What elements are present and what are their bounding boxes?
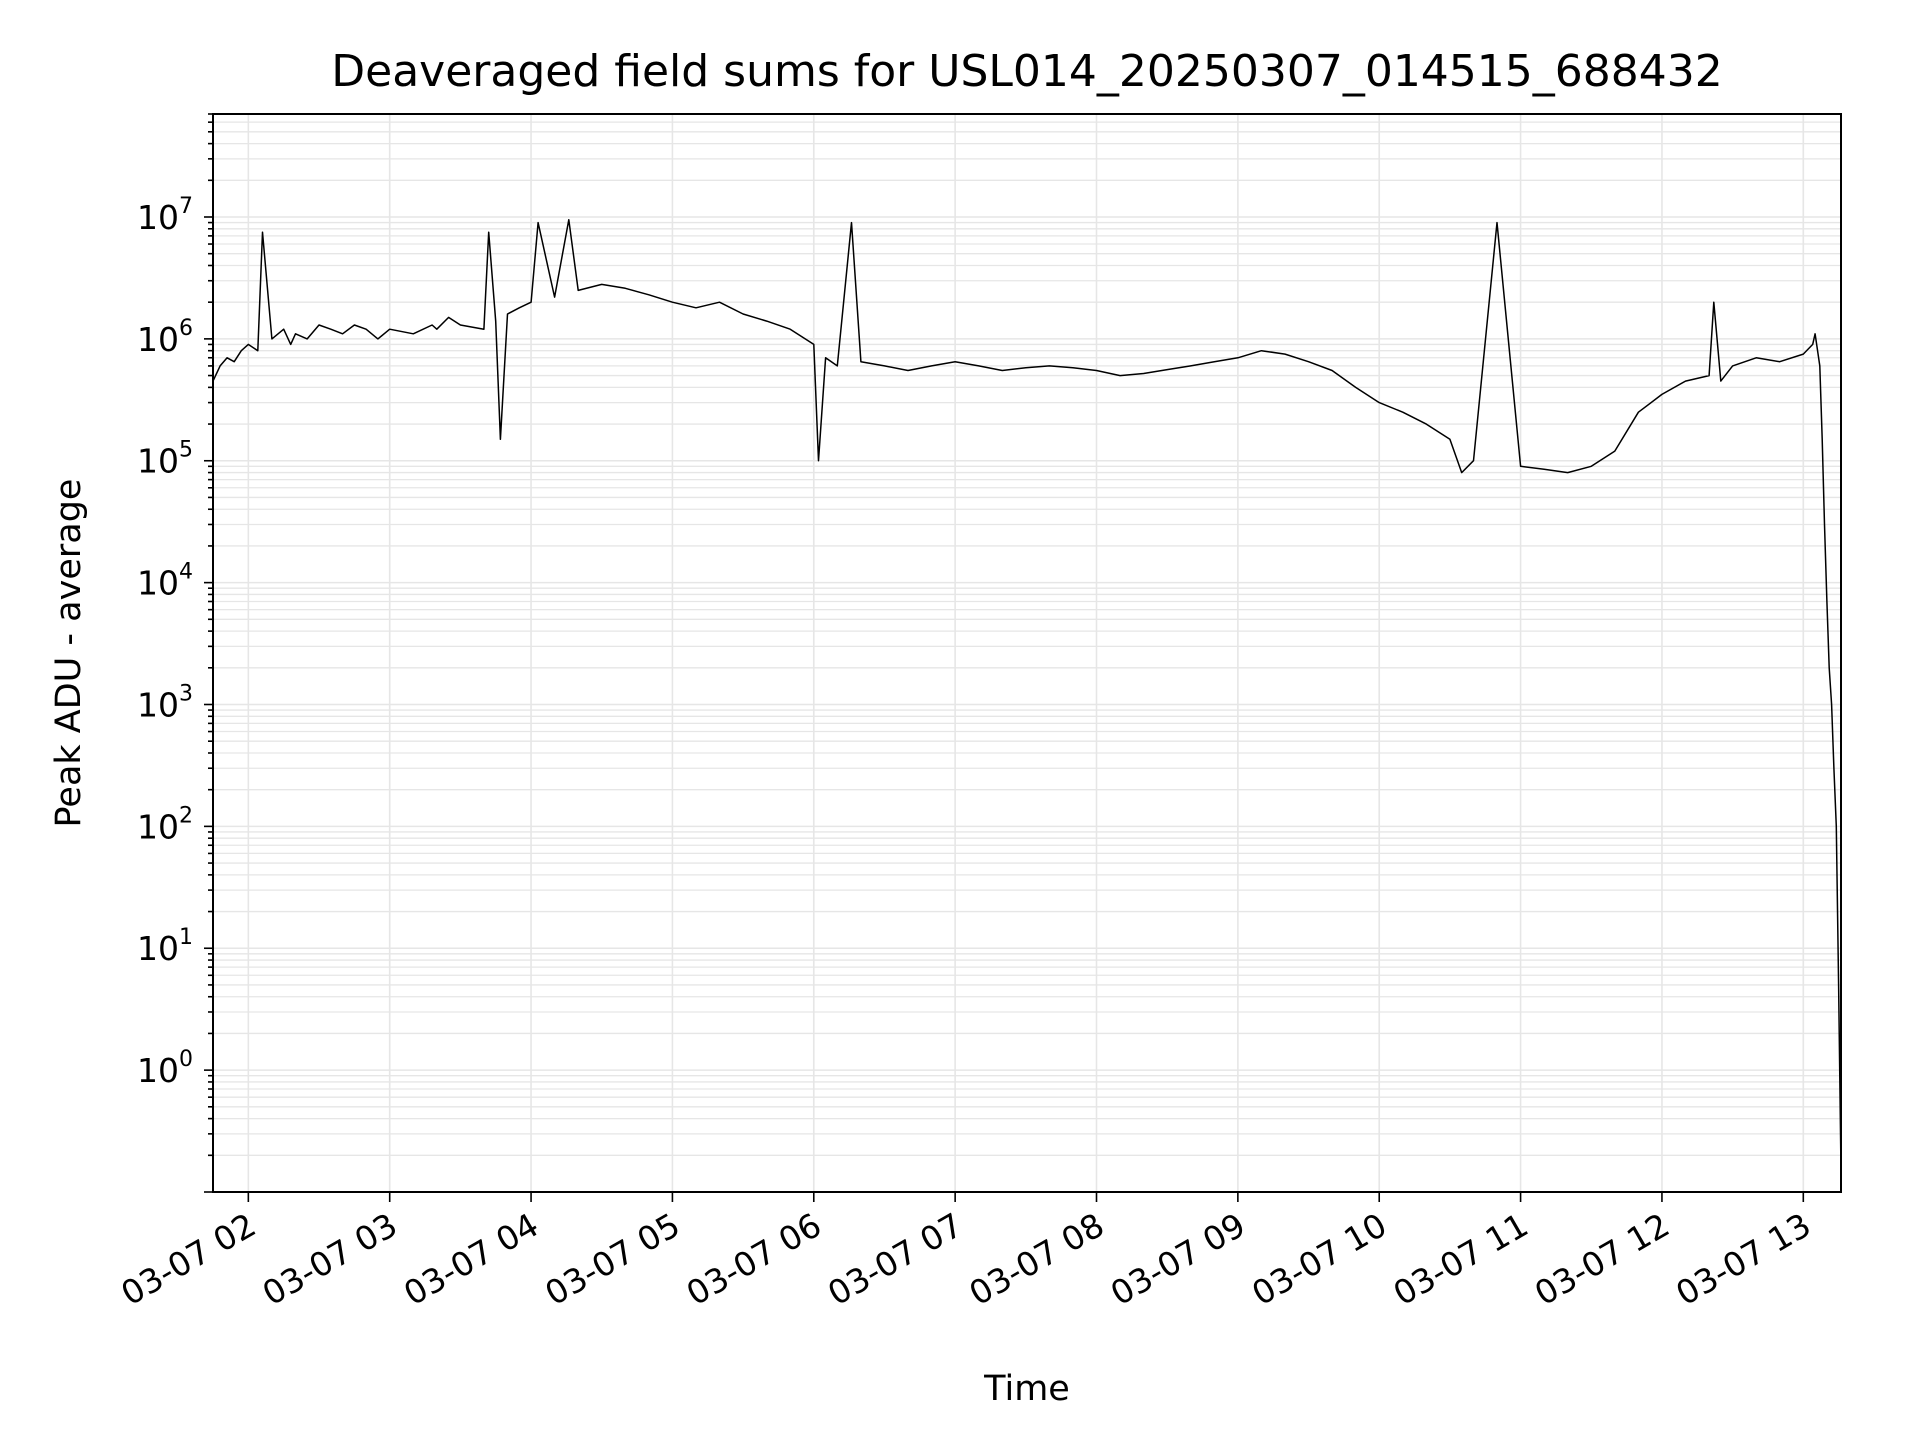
series-line: [212, 218, 1842, 1171]
y-tick-label: 106: [137, 316, 193, 359]
series-group: [212, 218, 1842, 1171]
y-tick-label: 105: [137, 438, 193, 481]
y-tick-label: 107: [137, 194, 193, 237]
grid: [213, 113, 1841, 1193]
y-tick-label: 103: [137, 681, 193, 724]
chart-title: Deaveraged field sums for USL014_2025030…: [331, 46, 1723, 97]
y-axis-label: Peak ADU - average: [49, 479, 89, 828]
y-tick-label: 102: [137, 803, 193, 846]
y-tick-label: 104: [137, 560, 193, 603]
y-tick-label: 101: [137, 925, 193, 968]
plot-frame: [212, 113, 1842, 1193]
y-tick-label: 100: [137, 1047, 193, 1090]
x-axis-label: Time: [983, 1369, 1070, 1409]
